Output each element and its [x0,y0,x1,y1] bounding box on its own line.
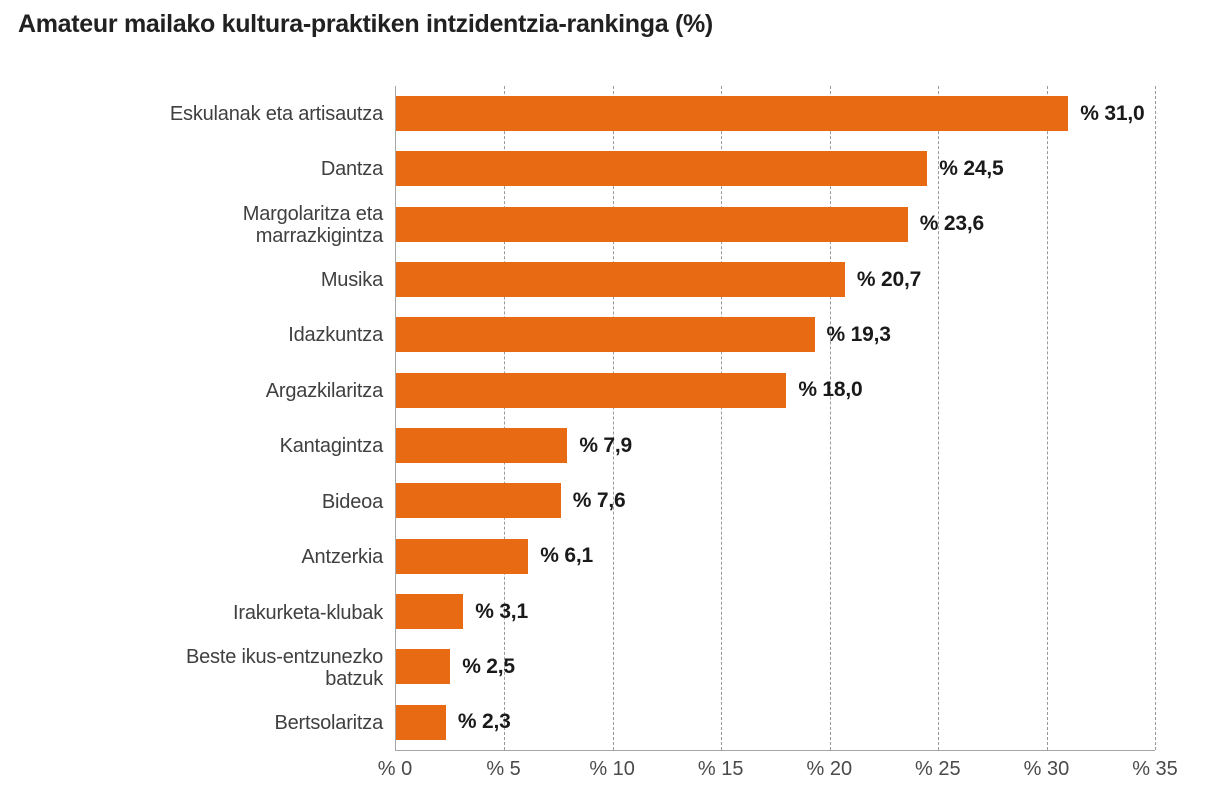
category-label: Dantza [320,158,383,181]
bar-row: % 6,1 [396,529,1155,584]
y-axis-labels: Eskulanak eta artisautza Dantza Margolarit… [0,86,383,751]
category-label: Irakurketa-klubak [233,601,383,624]
x-tick-label: % 5 [486,758,521,780]
category-label: Beste ikus-entzunezko batzuk [185,645,383,690]
category-label: Kantagintza [279,435,384,458]
bar [396,594,464,630]
bar-row: % 7,6 [396,473,1155,528]
x-tick-label: % 25 [915,758,961,780]
category-label: Antzerkia [301,546,383,569]
chart-title: Amateur mailako kultura-praktiken intzid… [18,10,713,38]
gridline [612,86,614,750]
gridlines [396,86,1156,750]
bar [396,151,928,187]
bar [396,483,561,519]
bar [396,96,1069,132]
x-tick-label: % 10 [589,758,635,780]
value-label: % 19,3 [826,322,891,346]
bar-row: % 7,9 [396,418,1155,473]
gridline [829,86,831,750]
gridline [1046,86,1048,750]
bar-row: % 24,5 [396,141,1155,196]
value-label: % 7,6 [572,488,626,512]
category-label: Eskulanak eta artisautza [169,102,383,125]
x-tick-label: % 15 [697,758,744,780]
value-label: % 24,5 [939,156,1004,180]
category-label: Musika [320,268,383,291]
x-axis-labels: % 0 % 5 % 10 % 15 % 20 % 25 % 30 % 35 [378,758,1178,784]
bar-row: % 19,3 [396,307,1155,362]
bar [396,538,529,574]
value-label: % 3,1 [475,599,528,623]
category-label: Idazkuntza [288,324,383,347]
category-label: Argazkilaritza [265,379,383,402]
bar-row: % 20,7 [396,252,1155,307]
x-tick-label: % 20 [806,758,853,780]
gridline [504,86,506,750]
x-tick-label: % 35 [1132,758,1178,780]
category-label: Margolaritza eta marrazkigintza [242,202,383,247]
value-label: % 2,5 [462,654,515,678]
bar-row: % 18,0 [396,363,1155,418]
gridline [1155,86,1156,750]
bar [396,317,815,353]
bar [396,206,908,242]
bar-row: % 2,3 [396,695,1155,750]
bar [396,428,568,464]
value-label: % 18,0 [798,378,863,402]
category-label: Bertsolaritza [274,712,383,735]
x-tick-label: % 0 [377,758,413,780]
gridline [721,86,723,750]
bar-row: % 31,0 [396,86,1155,141]
bar [396,704,446,740]
bar-series: % 31,0 % 24,5 % 23,6 % 20,7 % 19,3 % 18,0 % 7,… [396,86,1155,750]
value-label: % 23,6 [919,212,984,236]
value-label: % 20,7 [856,267,922,291]
bar-row: % 3,1 [396,584,1155,639]
category-label: Bideoa [321,490,383,513]
gridline [938,86,940,750]
bar [396,372,787,408]
plot-area: % 31,0 % 24,5 % 23,6 % 20,7 % 19,3 % 18,0 % 7,… [395,86,1156,751]
bar-row: % 23,6 [396,197,1155,252]
value-label: % 2,3 [457,710,511,734]
value-label: % 31,0 [1080,101,1145,125]
value-label: % 7,9 [579,433,633,457]
x-tick-label: % 30 [1023,758,1070,780]
bar [396,262,845,298]
bar-row: % 2,5 [396,639,1155,694]
value-label: % 6,1 [540,544,593,568]
bar [396,649,451,685]
